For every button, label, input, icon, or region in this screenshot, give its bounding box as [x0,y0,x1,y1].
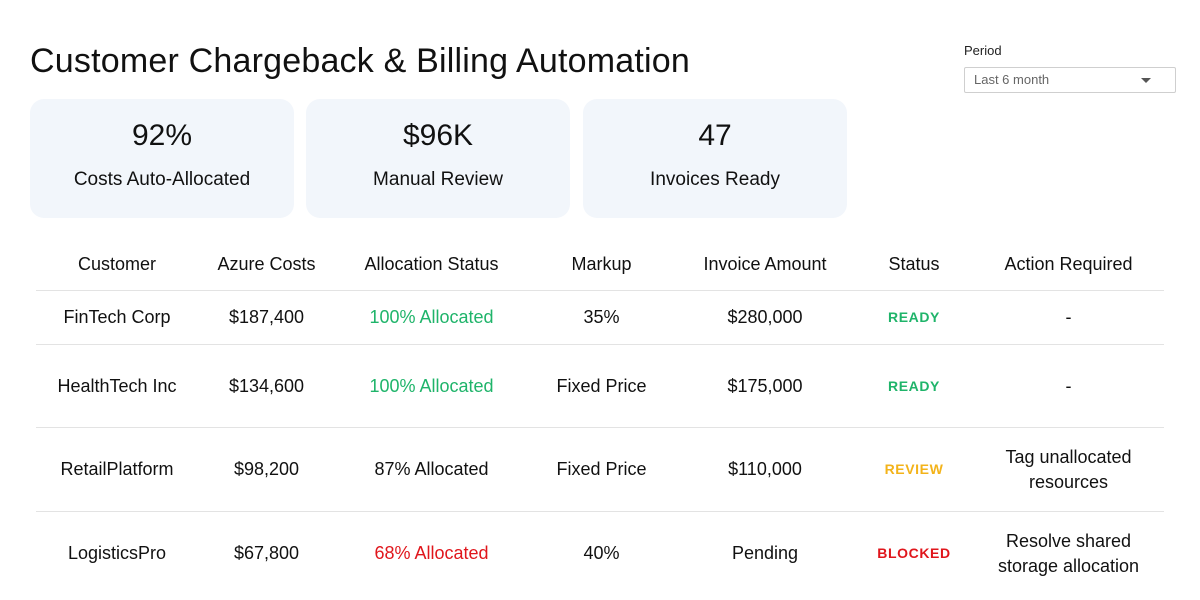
markup-cell: Fixed Price [556,459,647,479]
invoice-amount-cell: Pending [731,543,799,563]
customer-cell: FinTech Corp [63,307,171,327]
kpi-card-invoices-ready: 47 Invoices Ready [583,99,847,218]
column-header-action-required: Action Required [1004,253,1133,274]
page-title: Customer Chargeback & Billing Automation [30,42,690,80]
column-header-status: Status [888,253,940,274]
action-required-cell: Resolve shared storage allocation [973,512,1164,595]
allocation-status-cell: 100% Allocated [369,375,494,396]
status-badge: REVIEW [884,461,944,477]
status-badge: READY [887,377,940,394]
chargeback-table: Customer Azure Costs Allocation Status M… [36,238,1164,595]
table-row[interactable]: FinTech Corp $187,400 100% Allocated 35%… [36,291,1164,345]
customer-cell: RetailPlatform [60,459,174,479]
period-label: Period [964,43,1002,58]
markup-cell: Fixed Price [556,375,647,396]
allocation-status-cell: 68% Allocated [374,543,489,563]
column-header-allocation-status: Allocation Status [364,253,499,274]
table-row[interactable]: LogisticsPro $67,800 68% Allocated 40% P… [36,512,1164,595]
action-required-cell: - [1065,307,1072,327]
chevron-down-icon [1141,78,1151,83]
table-header-row: Customer Azure Costs Allocation Status M… [36,238,1164,291]
kpi-label: Costs Auto-Allocated [73,169,251,190]
markup-cell: 35% [583,307,620,327]
kpi-value: 92% [131,119,193,152]
invoice-amount-cell: $110,000 [728,459,802,479]
action-required-cell: - [1065,375,1072,396]
action-required-text: Resolve shared storage allocation [997,530,1140,576]
azure-costs-cell: $67,800 [233,543,300,563]
allocation-status-cell: 100% Allocated [369,307,494,327]
markup-cell: 40% [583,543,620,563]
azure-costs-cell: $187,400 [228,307,305,327]
column-header-azure-costs: Azure Costs [217,253,316,274]
table-row[interactable]: HealthTech Inc $134,600 100% Allocated F… [36,345,1164,428]
status-badge: BLOCKED [877,545,951,561]
action-required-cell: Tag unallocated resources [973,428,1164,511]
kpi-card-manual-review: $96K Manual Review [306,99,570,218]
status-badge: READY [887,309,940,325]
column-header-markup: Markup [571,253,632,274]
table-row[interactable]: RetailPlatform $98,200 87% Allocated Fix… [36,428,1164,512]
kpi-value: $96K [402,119,474,152]
period-select[interactable]: Last 6 month [964,67,1176,93]
kpi-label: Invoices Ready [650,169,780,190]
kpi-value: 47 [698,119,732,152]
kpi-label: Manual Review [373,169,503,190]
action-required-text: Tag unallocated resources [1005,446,1132,492]
customer-cell: HealthTech Inc [57,375,177,396]
column-header-invoice-amount: Invoice Amount [703,253,827,274]
allocation-status-cell: 87% Allocated [374,459,489,479]
invoice-amount-cell: $280,000 [727,307,803,327]
azure-costs-cell: $98,200 [233,459,300,479]
kpi-card-costs-auto-allocated: 92% Costs Auto-Allocated [30,99,294,218]
period-selected-value: Last 6 month [974,72,1050,87]
column-header-customer: Customer [77,253,157,274]
invoice-amount-cell: $175,000 [727,375,803,396]
customer-cell: LogisticsPro [67,543,167,563]
azure-costs-cell: $134,600 [228,375,305,396]
